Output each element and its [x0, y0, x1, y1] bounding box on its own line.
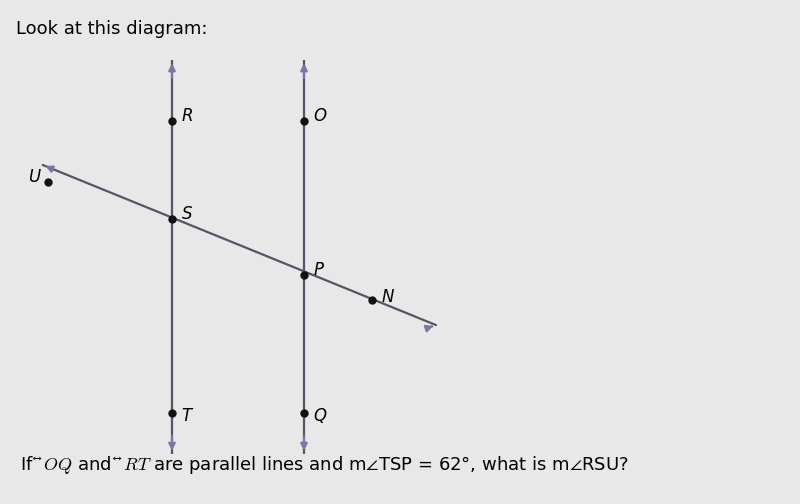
- Text: U: U: [28, 168, 40, 186]
- Text: T: T: [182, 407, 192, 425]
- Text: O: O: [314, 107, 326, 125]
- Text: S: S: [182, 205, 192, 223]
- Text: P: P: [314, 261, 323, 279]
- Text: N: N: [382, 288, 394, 306]
- Text: Q: Q: [314, 407, 326, 425]
- Text: R: R: [182, 107, 193, 125]
- Text: If $\overleftrightarrow{OQ}$ and $\overleftrightarrow{RT}$ are parallel lines an: If $\overleftrightarrow{OQ}$ and $\overl…: [20, 454, 629, 476]
- Text: Look at this diagram:: Look at this diagram:: [16, 20, 207, 38]
